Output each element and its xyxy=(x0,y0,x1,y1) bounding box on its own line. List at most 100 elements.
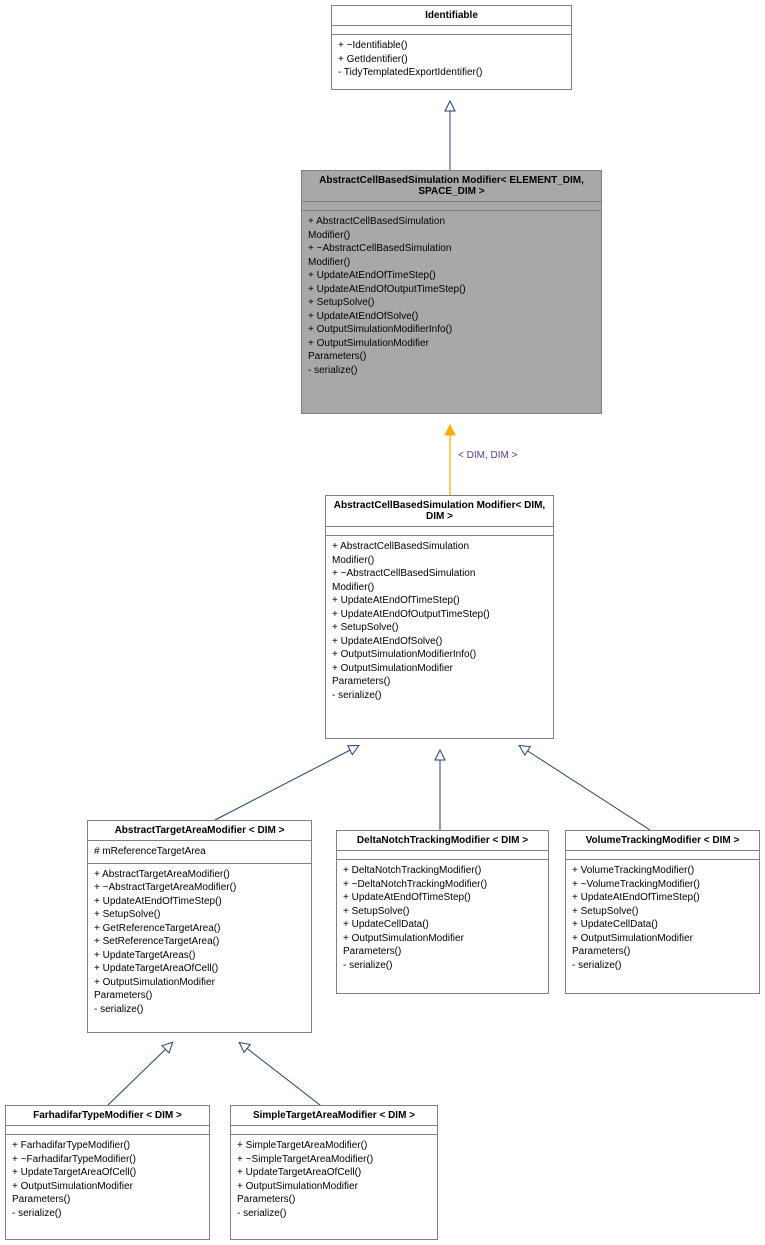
member-line: + OutputSimulationModifier xyxy=(308,337,595,351)
member-line: + SetupSolve() xyxy=(343,905,542,919)
member-line: + VolumeTrackingModifier() xyxy=(572,864,753,878)
member-line: + OutputSimulationModifier xyxy=(343,932,542,946)
class-methods: + SimpleTargetAreaModifier()+ ~SimpleTar… xyxy=(231,1135,437,1224)
class-attrs xyxy=(326,527,553,536)
edge-simple-ata xyxy=(240,1043,320,1105)
class-identifiable[interactable]: Identifiable + ~Identifiable()+ GetIdent… xyxy=(331,5,572,90)
member-line: + UpdateAtEndOfSolve() xyxy=(308,310,595,324)
member-line: Parameters() xyxy=(237,1193,431,1207)
class-abstract-cell-based-simulation-modifier-elem[interactable]: AbstractCellBasedSimulation Modifier< EL… xyxy=(301,170,602,414)
member-line: + UpdateTargetAreaOfCell() xyxy=(94,962,305,976)
member-line: + UpdateCellData() xyxy=(572,918,753,932)
member-line: + GetIdentifier() xyxy=(338,53,565,67)
member-line: Parameters() xyxy=(343,945,542,959)
member-line: + DeltaNotchTrackingModifier() xyxy=(343,864,542,878)
class-attrs: # mReferenceTargetArea xyxy=(88,841,311,864)
member-line: + UpdateAtEndOfTimeStep() xyxy=(308,269,595,283)
class-title: AbstractCellBasedSimulation Modifier< DI… xyxy=(326,496,553,527)
edge-farhadifar-ata xyxy=(108,1043,172,1105)
class-abstract-cell-based-simulation-modifier-dim[interactable]: AbstractCellBasedSimulation Modifier< DI… xyxy=(325,495,554,739)
member-line: + UpdateTargetAreas() xyxy=(94,949,305,963)
member-line: + UpdateAtEndOfOutputTimeStep() xyxy=(308,283,595,297)
class-attrs xyxy=(231,1126,437,1135)
member-line: - TidyTemplatedExportIdentifier() xyxy=(338,66,565,80)
member-line: + AbstractTargetAreaModifier() xyxy=(94,868,305,882)
member-line: + UpdateAtEndOfOutputTimeStep() xyxy=(332,608,547,622)
class-delta-notch-tracking-modifier[interactable]: DeltaNotchTrackingModifier < DIM > + Del… xyxy=(336,830,549,994)
member-line: + UpdateCellData() xyxy=(343,918,542,932)
class-attrs xyxy=(337,851,548,860)
member-line: + OutputSimulationModifierInfo() xyxy=(308,323,595,337)
member-line: + SetupSolve() xyxy=(94,908,305,922)
member-line: + ~AbstractTargetAreaModifier() xyxy=(94,881,305,895)
member-line: + UpdateTargetAreaOfCell() xyxy=(237,1166,431,1180)
member-line: + OutputSimulationModifier xyxy=(12,1180,203,1194)
member-line: + OutputSimulationModifier xyxy=(332,662,547,676)
member-line: Modifier() xyxy=(332,581,547,595)
member-line: + ~AbstractCellBasedSimulation xyxy=(332,567,547,581)
class-methods: + DeltaNotchTrackingModifier()+ ~DeltaNo… xyxy=(337,860,548,976)
member-line: + ~AbstractCellBasedSimulation xyxy=(308,242,595,256)
class-title: SimpleTargetAreaModifier < DIM > xyxy=(231,1106,437,1126)
class-attrs xyxy=(302,202,601,211)
class-title: DeltaNotchTrackingModifier < DIM > xyxy=(337,831,548,851)
member-line: + UpdateAtEndOfTimeStep() xyxy=(332,594,547,608)
member-line: Parameters() xyxy=(94,989,305,1003)
class-attrs xyxy=(332,26,571,35)
member-line: + OutputSimulationModifier xyxy=(237,1180,431,1194)
class-methods: + ~Identifiable()+ GetIdentifier()- Tidy… xyxy=(332,35,571,84)
class-methods: + AbstractCellBasedSimulationModifier()+… xyxy=(302,211,601,381)
member-line: - serialize() xyxy=(332,689,547,703)
member-line: + SetupSolve() xyxy=(332,621,547,635)
member-line: + SimpleTargetAreaModifier() xyxy=(237,1139,431,1153)
member-line: + SetReferenceTargetArea() xyxy=(94,935,305,949)
member-line: + ~Identifiable() xyxy=(338,39,565,53)
member-line: + SetupSolve() xyxy=(308,296,595,310)
member-line: + ~SimpleTargetAreaModifier() xyxy=(237,1153,431,1167)
class-title: VolumeTrackingModifier < DIM > xyxy=(566,831,759,851)
class-attrs xyxy=(566,851,759,860)
member-line: - serialize() xyxy=(343,959,542,973)
member-line: + ~FarhadifarTypeModifier() xyxy=(12,1153,203,1167)
member-line: + OutputSimulationModifier xyxy=(572,932,753,946)
member-line: Modifier() xyxy=(308,229,595,243)
class-farhadifar-type-modifier[interactable]: FarhadifarTypeModifier < DIM > + Farhadi… xyxy=(5,1105,210,1240)
member-line: Parameters() xyxy=(572,945,753,959)
member-line: Parameters() xyxy=(332,675,547,689)
member-line: + UpdateAtEndOfTimeStep() xyxy=(343,891,542,905)
class-simple-target-area-modifier[interactable]: SimpleTargetAreaModifier < DIM > + Simpl… xyxy=(230,1105,438,1240)
member-line: + ~DeltaNotchTrackingModifier() xyxy=(343,878,542,892)
member-line: - serialize() xyxy=(308,364,595,378)
edge-label-dim-dim: < DIM, DIM > xyxy=(458,450,517,461)
member-line: + GetReferenceTargetArea() xyxy=(94,922,305,936)
member-line: + UpdateTargetAreaOfCell() xyxy=(12,1166,203,1180)
member-line: - serialize() xyxy=(572,959,753,973)
member-line: + AbstractCellBasedSimulation xyxy=(308,215,595,229)
member-line: + UpdateAtEndOfTimeStep() xyxy=(572,891,753,905)
member-line: + UpdateAtEndOfSolve() xyxy=(332,635,547,649)
member-line: + UpdateAtEndOfTimeStep() xyxy=(94,895,305,909)
member-line: Modifier() xyxy=(308,256,595,270)
member-line: + OutputSimulationModifier xyxy=(94,976,305,990)
member-line: Parameters() xyxy=(308,350,595,364)
edge-volume-absim_dim xyxy=(520,746,650,830)
class-methods: + AbstractTargetAreaModifier()+ ~Abstrac… xyxy=(88,864,311,1021)
member-line: - serialize() xyxy=(12,1207,203,1221)
class-title: FarhadifarTypeModifier < DIM > xyxy=(6,1106,209,1126)
member-line: - serialize() xyxy=(94,1003,305,1017)
class-abstract-target-area-modifier[interactable]: AbstractTargetAreaModifier < DIM > # mRe… xyxy=(87,820,312,1033)
member-line: - serialize() xyxy=(237,1207,431,1221)
uml-diagram: Identifiable + ~Identifiable()+ GetIdent… xyxy=(0,0,765,1245)
class-methods: + AbstractCellBasedSimulationModifier()+… xyxy=(326,536,553,706)
member-line: + FarhadifarTypeModifier() xyxy=(12,1139,203,1153)
member-line: Modifier() xyxy=(332,554,547,568)
member-line: Parameters() xyxy=(12,1193,203,1207)
class-methods: + VolumeTrackingModifier()+ ~VolumeTrack… xyxy=(566,860,759,976)
class-title: AbstractCellBasedSimulation Modifier< EL… xyxy=(302,171,601,202)
member-line: + ~VolumeTrackingModifier() xyxy=(572,878,753,892)
class-attrs xyxy=(6,1126,209,1135)
edge-ata-absim_dim xyxy=(215,746,358,820)
class-volume-tracking-modifier[interactable]: VolumeTrackingModifier < DIM > + VolumeT… xyxy=(565,830,760,994)
member-line: + AbstractCellBasedSimulation xyxy=(332,540,547,554)
member-line: + OutputSimulationModifierInfo() xyxy=(332,648,547,662)
